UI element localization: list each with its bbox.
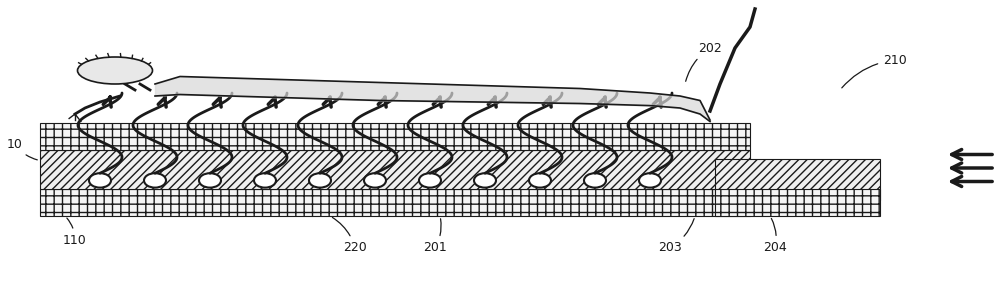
Text: 10: 10 <box>7 137 37 160</box>
Text: 204: 204 <box>763 218 787 254</box>
Bar <box>40 189 750 216</box>
Text: 202: 202 <box>686 41 722 81</box>
Text: 203: 203 <box>658 219 694 254</box>
Ellipse shape <box>474 173 496 188</box>
Text: 201: 201 <box>423 219 447 254</box>
Ellipse shape <box>364 173 386 188</box>
Text: 220: 220 <box>332 218 367 254</box>
Ellipse shape <box>254 173 276 188</box>
Ellipse shape <box>144 173 166 188</box>
Text: 110: 110 <box>63 218 87 247</box>
Bar <box>40 123 750 150</box>
Bar <box>715 159 880 200</box>
Text: 210: 210 <box>842 53 907 88</box>
Ellipse shape <box>309 173 331 188</box>
Bar <box>40 150 750 189</box>
Ellipse shape <box>78 57 152 84</box>
Ellipse shape <box>89 173 111 188</box>
Ellipse shape <box>199 173 221 188</box>
Ellipse shape <box>584 173 606 188</box>
Ellipse shape <box>529 173 551 188</box>
Ellipse shape <box>419 173 441 188</box>
Bar <box>715 189 880 216</box>
Ellipse shape <box>639 173 661 188</box>
